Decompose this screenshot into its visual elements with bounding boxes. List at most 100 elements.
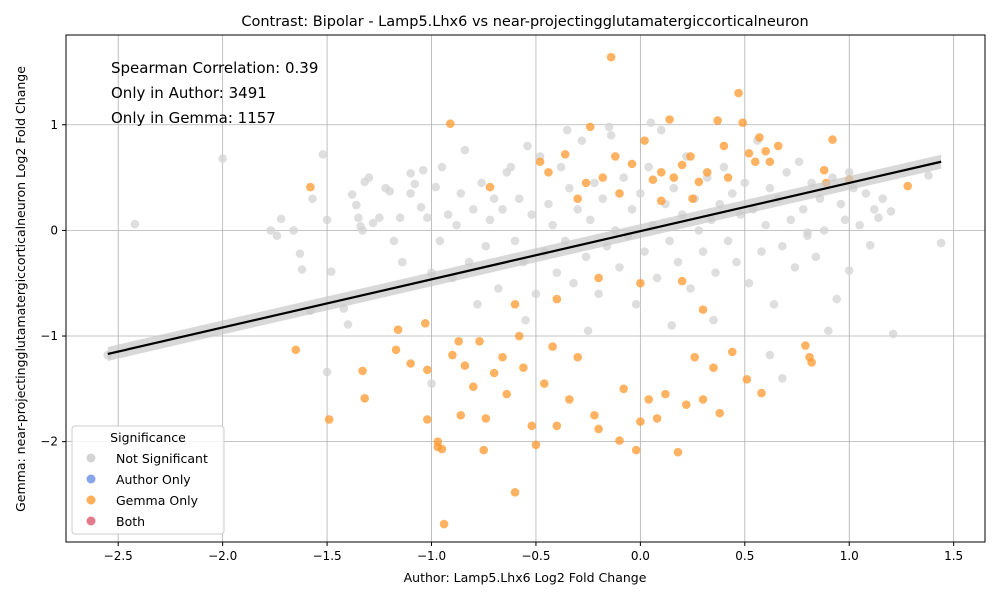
point-gemma-only bbox=[360, 394, 369, 403]
x-tick-label: −0.5 bbox=[521, 549, 550, 563]
point-not-significant bbox=[326, 267, 336, 276]
point-not-significant bbox=[811, 252, 821, 262]
point-gemma-only bbox=[690, 352, 699, 362]
point-not-significant bbox=[527, 210, 537, 219]
point-not-significant bbox=[494, 284, 503, 293]
point-not-significant bbox=[552, 268, 562, 277]
point-not-significant bbox=[590, 178, 599, 188]
point-gemma-only bbox=[727, 347, 737, 357]
point-gemma-only bbox=[694, 177, 704, 187]
point-not-significant bbox=[565, 183, 574, 193]
point-not-significant bbox=[744, 278, 754, 288]
point-gemma-only bbox=[656, 168, 666, 177]
point-not-significant bbox=[886, 207, 896, 216]
point-gemma-only bbox=[489, 368, 499, 378]
point-not-significant bbox=[318, 150, 328, 159]
point-not-significant bbox=[598, 194, 608, 204]
point-not-significant bbox=[423, 213, 432, 223]
point-not-significant bbox=[510, 236, 520, 246]
point-not-significant bbox=[604, 122, 614, 132]
point-not-significant bbox=[506, 162, 516, 172]
annotation-only-author: Only in Author: 3491 bbox=[111, 84, 267, 102]
point-not-significant bbox=[924, 171, 933, 180]
point-not-significant bbox=[322, 215, 332, 225]
point-gemma-only bbox=[615, 189, 624, 198]
point-gemma-only bbox=[661, 389, 670, 399]
point-gemma-only bbox=[750, 157, 760, 167]
point-gemma-only bbox=[479, 445, 489, 455]
chart-title: Contrast: Bipolar - Lamp5.Lhx6 vs near-p… bbox=[241, 14, 808, 30]
point-gemma-only bbox=[615, 436, 624, 445]
y-axis-label: Gemma: near-projectingglutamatergiccorti… bbox=[13, 66, 28, 512]
point-gemma-only bbox=[755, 133, 764, 142]
y-tick-label: 1 bbox=[50, 118, 58, 132]
point-gemma-only bbox=[437, 444, 447, 454]
point-not-significant bbox=[489, 194, 499, 204]
point-gemma-only bbox=[448, 350, 457, 360]
point-not-significant bbox=[778, 373, 787, 383]
point-gemma-only bbox=[552, 294, 562, 304]
point-gemma-only bbox=[656, 196, 666, 206]
point-gemma-only bbox=[291, 345, 301, 355]
point-not-significant bbox=[709, 315, 718, 325]
point-gemma-only bbox=[702, 168, 712, 177]
point-not-significant bbox=[473, 300, 482, 309]
point-not-significant bbox=[477, 178, 486, 188]
y-axis-ticks: −2 −1 0 1 bbox=[40, 118, 66, 449]
point-not-significant bbox=[790, 263, 800, 272]
point-gemma-only bbox=[358, 366, 367, 376]
legend-label-not-significant: Not Significant bbox=[116, 451, 208, 466]
point-gemma-only bbox=[423, 365, 432, 375]
point-not-significant bbox=[581, 252, 591, 262]
point-gemma-only bbox=[801, 341, 810, 350]
point-gemma-only bbox=[688, 194, 697, 204]
x-tick-label: −1.5 bbox=[313, 549, 342, 563]
point-gemma-only bbox=[742, 375, 752, 384]
grid-lines bbox=[66, 35, 985, 542]
point-not-significant bbox=[652, 273, 662, 283]
point-not-significant bbox=[594, 289, 603, 299]
point-not-significant bbox=[523, 141, 532, 151]
point-gemma-only bbox=[673, 447, 683, 457]
x-tick-label: −2.0 bbox=[208, 549, 237, 563]
point-not-significant bbox=[874, 213, 883, 223]
point-gemma-only bbox=[636, 417, 645, 426]
point-not-significant bbox=[322, 367, 332, 377]
y-tick-label: 0 bbox=[50, 223, 58, 237]
point-gemma-only bbox=[498, 352, 507, 362]
point-not-significant bbox=[452, 220, 461, 230]
point-gemma-only bbox=[306, 182, 315, 192]
point-gemma-only bbox=[565, 395, 574, 404]
point-not-significant bbox=[803, 228, 812, 237]
point-gemma-only bbox=[713, 116, 722, 125]
point-gemma-only bbox=[757, 388, 766, 398]
point-not-significant bbox=[437, 162, 447, 172]
point-gemma-only bbox=[456, 410, 466, 420]
point-not-significant bbox=[556, 162, 566, 172]
point-gemma-only bbox=[519, 363, 528, 373]
y-tick-label: −1 bbox=[40, 329, 58, 343]
point-not-significant bbox=[694, 226, 704, 235]
point-gemma-only bbox=[611, 152, 620, 161]
point-gemma-only bbox=[738, 118, 748, 127]
point-not-significant bbox=[656, 125, 666, 135]
point-not-significant bbox=[936, 238, 946, 248]
point-gemma-only bbox=[573, 352, 583, 362]
point-gemma-only bbox=[481, 414, 491, 423]
point-not-significant bbox=[619, 173, 628, 182]
point-gemma-only bbox=[744, 149, 754, 158]
point-not-significant bbox=[443, 210, 453, 219]
point-gemma-only bbox=[903, 181, 913, 191]
point-gemma-only bbox=[636, 278, 645, 288]
y-tick-label: −2 bbox=[40, 435, 58, 449]
point-gemma-only bbox=[446, 119, 455, 129]
point-gemma-only bbox=[719, 141, 729, 151]
point-gemma-only bbox=[644, 395, 654, 404]
point-not-significant bbox=[295, 249, 305, 258]
point-not-significant bbox=[352, 200, 361, 210]
point-not-significant bbox=[686, 284, 695, 293]
point-gemma-only bbox=[468, 382, 478, 392]
point-gemma-only bbox=[439, 519, 449, 529]
point-gemma-only bbox=[393, 325, 403, 334]
